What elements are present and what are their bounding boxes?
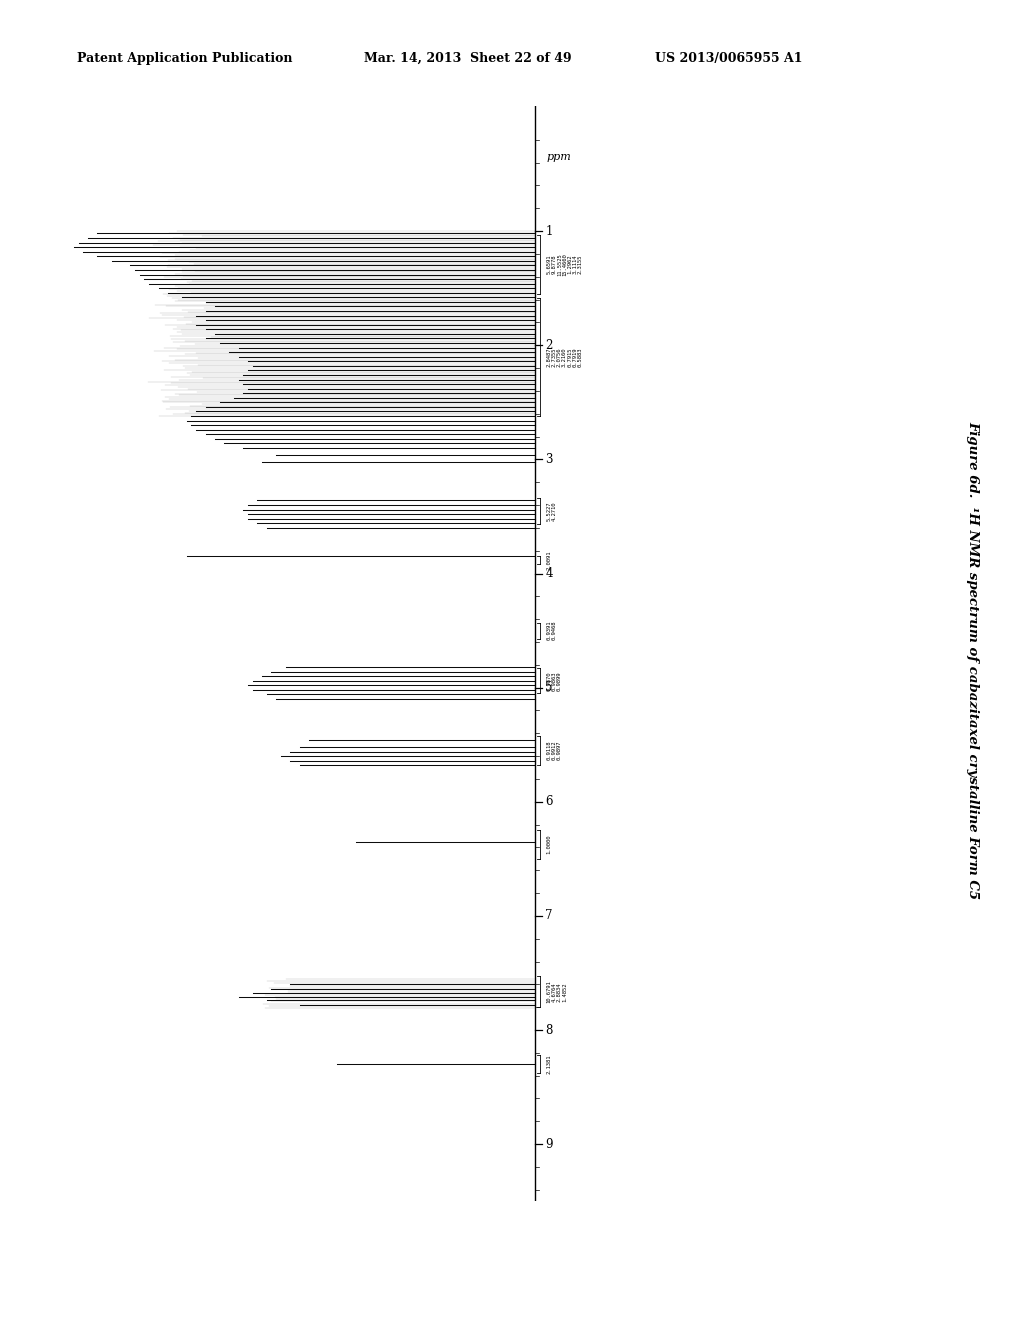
Text: 4.6764: 4.6764	[552, 982, 557, 1002]
Text: 1.0000: 1.0000	[547, 834, 552, 854]
Text: 2.0756: 2.0756	[557, 347, 562, 367]
Text: 1: 1	[545, 224, 553, 238]
Text: 5.6591: 5.6591	[547, 255, 552, 275]
Text: 0.9118: 0.9118	[547, 741, 552, 760]
Text: 2.8487: 2.8487	[547, 347, 552, 367]
Text: 10.6791: 10.6791	[547, 981, 552, 1003]
Text: 0.7919: 0.7919	[572, 347, 578, 367]
Text: 2.8834: 2.8834	[557, 982, 562, 1002]
Text: 0.9870: 0.9870	[547, 671, 552, 690]
Text: 5.5227: 5.5227	[547, 502, 552, 521]
Text: 1.4852: 1.4852	[562, 982, 567, 1002]
Text: Patent Application Publication: Patent Application Publication	[77, 51, 292, 65]
Text: 8: 8	[545, 1023, 553, 1036]
Text: 4: 4	[545, 568, 553, 579]
Text: 6: 6	[545, 795, 553, 808]
Text: 0.7915: 0.7915	[567, 347, 572, 367]
Text: ppm: ppm	[547, 152, 571, 162]
Text: 0.9899: 0.9899	[557, 671, 562, 690]
Text: 0.9863: 0.9863	[552, 671, 557, 690]
Text: 5: 5	[545, 681, 553, 694]
Text: Mar. 14, 2013  Sheet 22 of 49: Mar. 14, 2013 Sheet 22 of 49	[364, 51, 571, 65]
Text: Figure 6d.  ¹H NMR spectrum of cabazitaxel crystalline Form C5: Figure 6d. ¹H NMR spectrum of cabazitaxe…	[967, 421, 979, 899]
Text: 11.5525: 11.5525	[557, 253, 562, 276]
Text: 2.3155: 2.3155	[578, 255, 583, 275]
Text: 7: 7	[545, 909, 553, 923]
Text: 3: 3	[545, 453, 553, 466]
Text: 9.8778: 9.8778	[552, 255, 557, 275]
Text: 0.9391: 0.9391	[547, 620, 552, 640]
Text: 2.7355: 2.7355	[552, 347, 557, 367]
Text: 2.0091: 2.0091	[547, 550, 552, 570]
Text: 15.4660: 15.4660	[562, 253, 567, 276]
Text: US 2013/0065955 A1: US 2013/0065955 A1	[655, 51, 803, 65]
Text: 3.1114: 3.1114	[572, 255, 578, 275]
Text: 0.9912: 0.9912	[552, 741, 557, 760]
Text: 0.9468: 0.9468	[552, 620, 557, 640]
Text: 0.9897: 0.9897	[557, 741, 562, 760]
Text: 2.1381: 2.1381	[547, 1055, 552, 1074]
Text: 0.5883: 0.5883	[578, 347, 583, 367]
Text: 9: 9	[545, 1138, 553, 1151]
Text: 4.2710: 4.2710	[552, 502, 557, 521]
Text: 2: 2	[545, 339, 553, 351]
Text: 3.2160: 3.2160	[562, 347, 567, 367]
Text: 1.2962: 1.2962	[567, 255, 572, 275]
